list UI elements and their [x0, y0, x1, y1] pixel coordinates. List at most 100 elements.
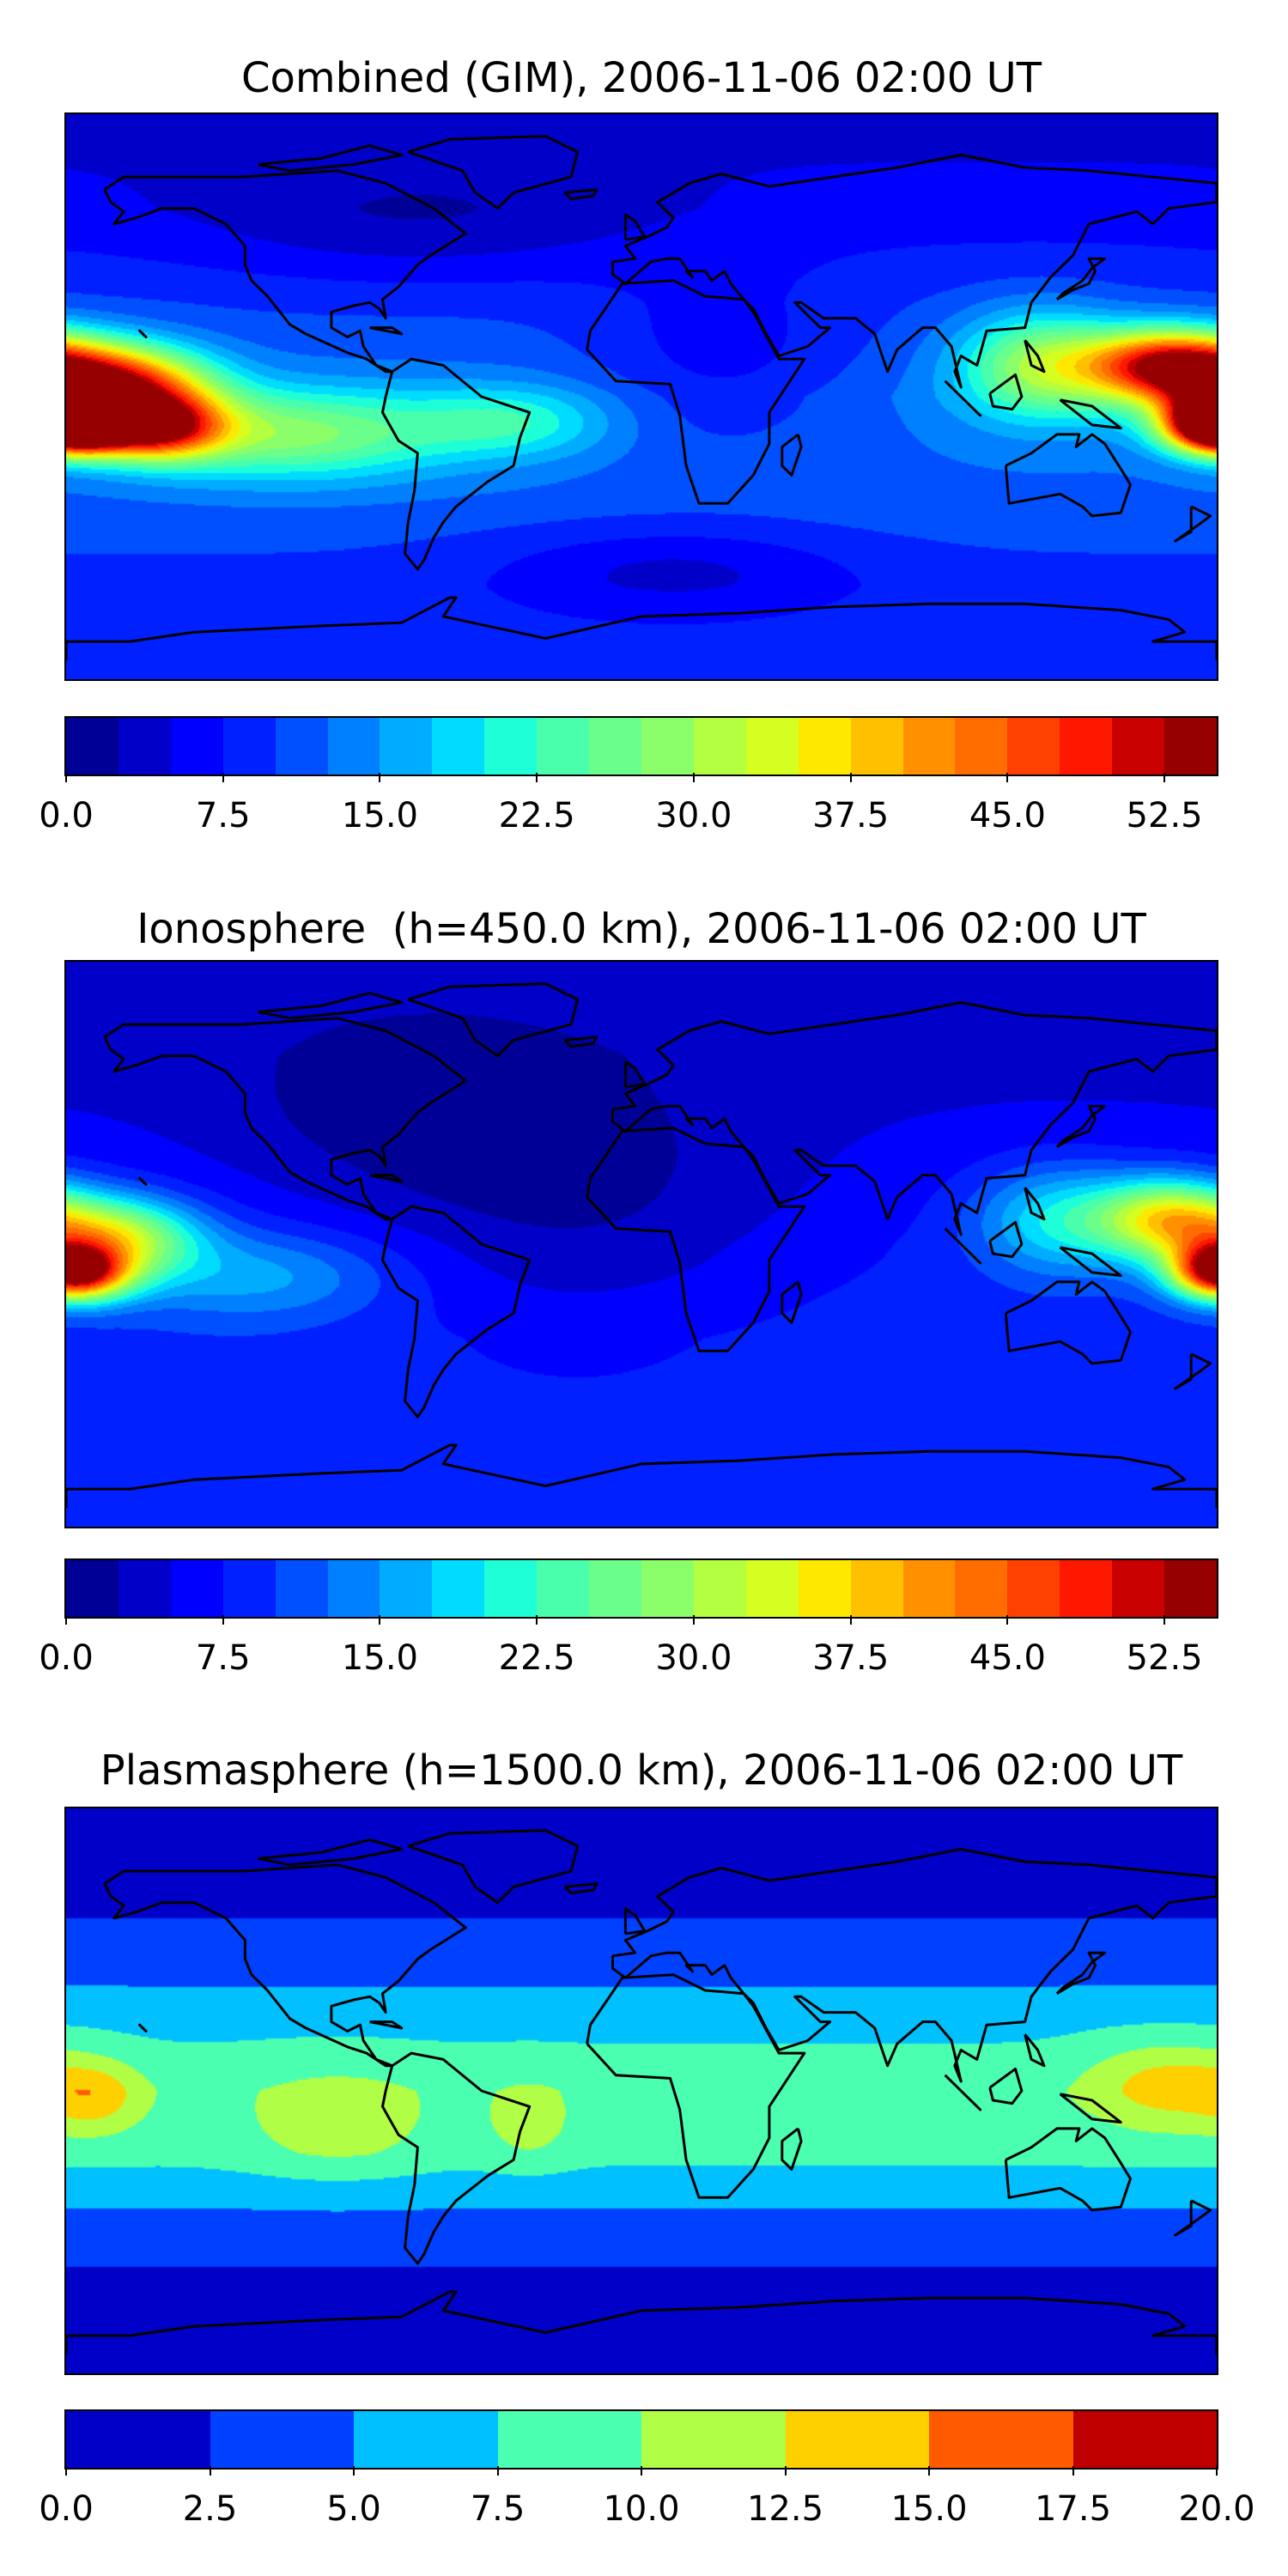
colorbar-tick-label: 7.5: [195, 796, 251, 835]
colorbar-tick: [209, 2466, 211, 2476]
colorbar-segment: [850, 1560, 903, 1617]
colorbar-tick: [496, 2466, 499, 2476]
chart-title: Plasmasphere (h=1500.0 km), 2006-11-06 0…: [100, 1747, 1183, 1795]
colorbar-tick: [1163, 773, 1166, 782]
colorbar-tick: [641, 2466, 642, 2476]
colorbar-frame: [64, 716, 1218, 776]
coastline: [1024, 1187, 1046, 1221]
coastline: [138, 329, 148, 338]
colorbar-segment: [589, 1560, 641, 1617]
colorbar-tick: [222, 1615, 224, 1625]
colorbar-frame: [64, 1558, 1218, 1619]
chart-title: Ionosphere (h=450.0 km), 2006-11-06 02:0…: [137, 905, 1146, 953]
colorbar-tick: [536, 1615, 538, 1625]
coastline: [1004, 433, 1132, 518]
coastline: [369, 2020, 404, 2030]
coastline: [944, 380, 982, 417]
colorbar-segment: [537, 718, 590, 775]
coastline: [381, 357, 532, 571]
colorbar-segment: [354, 2411, 498, 2468]
coastline: [103, 169, 467, 374]
colorbar-segment: [798, 1560, 851, 1617]
coastline: [258, 1838, 404, 1867]
colorbar-tick-label: 45.0: [969, 796, 1046, 835]
colorbar: [64, 2409, 1218, 2470]
colorbar-tick-label: 37.5: [812, 1638, 890, 1678]
colorbar: [64, 716, 1218, 776]
colorbar-segment: [118, 1560, 171, 1617]
colorbar-tick: [65, 773, 67, 782]
colorbar-tick-label: 0.0: [39, 796, 94, 835]
colorbar-tick-label: 15.0: [890, 2489, 968, 2529]
colorbar-tick-label: 22.5: [498, 796, 575, 835]
contour-field: [66, 1808, 1217, 2373]
colorbar-tick-label: 20.0: [1178, 2489, 1255, 2529]
colorbar-tick: [1006, 1615, 1009, 1625]
colorbar-tick-label: 15.0: [341, 1638, 418, 1678]
colorbar-tick-label: 0.0: [39, 1638, 94, 1678]
colorbar-tick-label: 7.5: [470, 2489, 526, 2529]
colorbar-frame: [64, 2409, 1218, 2470]
colorbar-segment: [432, 718, 485, 775]
coastline: [66, 596, 1217, 661]
colorbar-segment: [222, 1560, 276, 1617]
coastline: [258, 144, 404, 173]
colorbar-tick: [379, 1615, 381, 1625]
colorbar-tick-label: 2.5: [182, 2489, 238, 2529]
colorbar-tick: [536, 773, 538, 782]
coastline: [563, 188, 598, 201]
coastline: [611, 154, 1217, 389]
colorbar-segment: [118, 718, 171, 775]
colorbar-segment: [484, 1560, 538, 1617]
coastline: [103, 1017, 467, 1221]
colorbar-segment: [641, 1560, 694, 1617]
contour-field: [66, 114, 1217, 679]
colorbar-segment: [275, 1560, 328, 1617]
contour-field: [66, 962, 1217, 1527]
colorbar-segment: [432, 1560, 485, 1617]
colorbar-segment: [1164, 718, 1217, 775]
coastline: [623, 1907, 647, 1935]
colorbar-segment: [484, 718, 538, 775]
colorbar-segment: [275, 718, 328, 775]
colorbar-segment: [1112, 718, 1165, 775]
colorbar-segment: [210, 2411, 354, 2468]
coastline: [1024, 2033, 1046, 2068]
colorbar-tick-label: 52.5: [1126, 796, 1203, 835]
colorbar-tick-label: 52.5: [1126, 1638, 1203, 1678]
colorbar-tick: [1072, 2466, 1074, 2476]
coastline: [407, 135, 580, 210]
map-plot: [64, 112, 1218, 681]
colorbar-segment: [955, 718, 1008, 775]
coastline: [781, 1280, 803, 1324]
colorbar-segment: [785, 2411, 929, 2468]
colorbar-tick-label: 12.5: [746, 2489, 824, 2529]
colorbar-tick-label: 37.5: [812, 796, 890, 835]
colorbar-tick-label: 30.0: [655, 1638, 732, 1678]
colorbar-segment: [222, 718, 276, 775]
coastline: [258, 992, 404, 1020]
coastline: [1055, 257, 1107, 301]
colorbar-tick-label: 0.0: [39, 2489, 94, 2529]
colorbar-segment: [745, 1560, 799, 1617]
coastline: [1024, 339, 1046, 374]
colorbar-tick-label: 5.0: [326, 2489, 381, 2529]
colorbar-tick-label: 45.0: [969, 1638, 1046, 1678]
coastline: [381, 2051, 532, 2265]
coastline: [563, 1036, 598, 1048]
colorbar-segment: [380, 718, 433, 775]
coastline: [138, 1176, 148, 1186]
colorbar-tick: [222, 773, 224, 782]
coastline: [66, 2290, 1217, 2355]
colorbar-tick-label: 17.5: [1034, 2489, 1112, 2529]
colorbar-tick: [353, 2466, 355, 2476]
colorbar-tick: [692, 773, 695, 782]
colorbar-segment: [641, 2411, 786, 2468]
coastline: [407, 982, 580, 1058]
colorbar-segment: [1072, 2411, 1217, 2468]
coastline: [988, 373, 1024, 411]
colorbar-tick: [692, 1615, 695, 1625]
coastline: [944, 1227, 982, 1265]
coastline: [1004, 1280, 1132, 1365]
colorbar-tick: [379, 773, 381, 782]
